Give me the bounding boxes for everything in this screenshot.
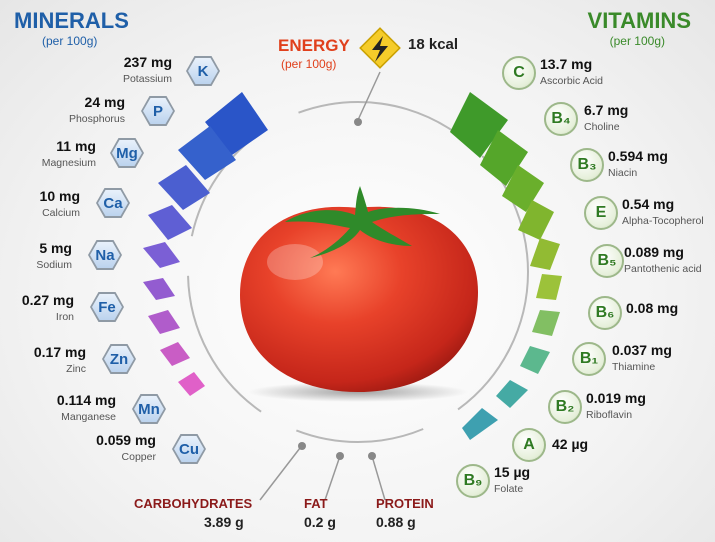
mineral-symbol-badge: Mg <box>110 138 144 168</box>
macro-value-carbohydrates: 3.89 g <box>204 514 244 530</box>
vitamin-symbol-badge: B₁ <box>572 342 606 376</box>
vitamin-symbol-badge: B₃ <box>570 148 604 182</box>
mineral-amount: 0.059 mg <box>96 432 156 448</box>
vitamin-name: Riboflavin <box>586 409 633 421</box>
mineral-symbol-badge: K <box>186 56 220 86</box>
tomato-illustration <box>240 186 478 392</box>
mineral-symbol-badge: Zn <box>102 344 136 374</box>
vitamin-symbol-badge: B₄ <box>544 102 578 136</box>
mineral-name: Manganese <box>61 411 116 423</box>
vitamin-symbol-badge: B₅ <box>590 244 624 278</box>
inner-arc <box>187 101 529 443</box>
mineral-name: Zinc <box>66 363 86 375</box>
vitamin-amount: 0.54 mg <box>622 196 675 212</box>
mineral-item: 5 mg Sodium Na <box>0 240 122 280</box>
energy-subtitle: (per 100g) <box>281 57 337 71</box>
vitamins-title: VITAMINS <box>587 8 691 33</box>
mineral-item: 0.114 mg Manganese Mn <box>0 392 166 432</box>
vitamins-subtitle: (per 100g) <box>609 34 665 48</box>
vitamin-name: Pantothenic acid <box>624 263 702 275</box>
lightning-icon <box>359 27 401 69</box>
mineral-amount: 0.114 mg <box>56 392 116 408</box>
macro-label-fat: FAT <box>304 496 328 511</box>
mineral-amount: 0.27 mg <box>21 292 74 308</box>
mineral-amount: 10 mg <box>39 188 80 204</box>
mineral-item: 11 mg Magnesium Mg <box>0 138 146 178</box>
vitamin-amount: 0.037 mg <box>612 342 672 358</box>
vitamin-amount: 0.08 mg <box>626 300 679 316</box>
mineral-amount: 237 mg <box>123 54 172 70</box>
mineral-name: Calcium <box>42 207 80 219</box>
mineral-name: Potassium <box>122 73 172 85</box>
mineral-item: 10 mg Calcium Ca <box>0 188 130 228</box>
vitamin-symbol-badge: B₉ <box>456 464 490 498</box>
vitamin-amount: 13.7 mg <box>540 56 593 72</box>
vitamin-amount: 0.594 mg <box>608 148 668 164</box>
vitamin-symbol-badge: E <box>584 196 618 230</box>
vitamin-amount: 42 µg <box>552 436 589 452</box>
energy-value: 18 kcal <box>408 36 459 53</box>
macro-label-carbohydrates: CARBOHYDRATES <box>134 496 253 511</box>
mineral-symbol-badge: Ca <box>96 188 130 218</box>
vitamin-name: Thiamine <box>612 361 656 373</box>
mineral-name: Magnesium <box>41 157 96 169</box>
mineral-symbol-badge: Mn <box>132 394 166 424</box>
macro-value-fat: 0.2 g <box>304 514 336 530</box>
vitamin-symbol-badge: A <box>512 428 546 462</box>
vitamin-bars <box>450 92 562 440</box>
mineral-name: Sodium <box>36 259 72 271</box>
minerals-subtitle: (per 100g) <box>42 34 98 48</box>
mineral-item: 0.27 mg Iron Fe <box>0 292 124 332</box>
vitamin-symbol-badge: C <box>502 56 536 90</box>
mineral-symbol-badge: Cu <box>172 434 206 464</box>
minerals-title: MINERALS <box>14 8 129 33</box>
macro-label-protein: PROTEIN <box>376 496 434 511</box>
mineral-name: Copper <box>121 451 156 463</box>
mineral-symbol-badge: Na <box>88 240 122 270</box>
mineral-name: Iron <box>55 311 74 323</box>
vitamin-amount: 0.089 mg <box>624 244 684 260</box>
vitamin-amount: 6.7 mg <box>584 102 629 118</box>
mineral-amount: 5 mg <box>39 240 72 256</box>
vitamin-symbol-badge: B₂ <box>548 390 582 424</box>
mineral-item: 237 mg Potassium K <box>0 54 222 94</box>
mineral-item: 0.059 mg Copper Cu <box>0 432 206 472</box>
vitamin-amount: 15 µg <box>494 464 531 480</box>
vitamin-name: Niacin <box>608 167 638 179</box>
mineral-amount: 11 mg <box>56 138 96 154</box>
vitamin-name: Ascorbic Acid <box>540 75 604 87</box>
mineral-symbol-badge: Fe <box>90 292 124 322</box>
vitamin-symbol-badge: B₆ <box>588 296 622 330</box>
mineral-item: 0.17 mg Zinc Zn <box>0 344 136 384</box>
mineral-item: 24 mg Phosphorus P <box>0 94 175 134</box>
mineral-amount: 24 mg <box>84 94 125 110</box>
mineral-symbol-badge: P <box>141 96 175 126</box>
energy-title: ENERGY <box>278 36 350 55</box>
mineral-name: Phosphorus <box>68 113 125 125</box>
vitamin-name: Alpha-Tocopherol <box>622 215 704 227</box>
vitamin-amount: 0.019 mg <box>586 390 646 406</box>
vitamin-name: Folate <box>494 483 524 495</box>
vitamin-name: Choline <box>584 121 620 133</box>
mineral-bars <box>143 92 268 396</box>
macro-value-protein: 0.88 g <box>376 514 416 530</box>
mineral-amount: 0.17 mg <box>33 344 86 360</box>
